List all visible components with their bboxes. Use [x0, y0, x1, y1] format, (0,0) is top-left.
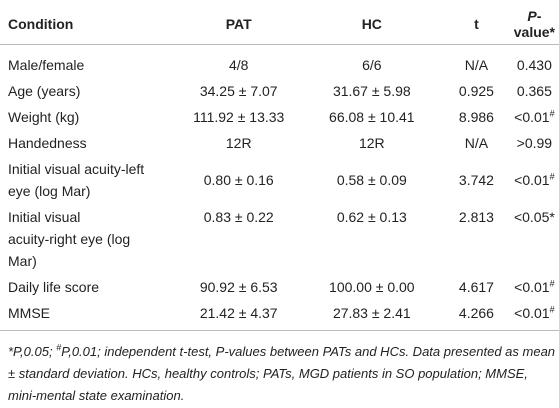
- superscript: #: [549, 108, 555, 119]
- label-line: Male/female: [8, 57, 85, 73]
- row-label: Handedness: [0, 130, 177, 156]
- p-value: 0.430: [516, 57, 552, 73]
- label-line: Handedness: [8, 135, 87, 151]
- p-value-cell: <0.01#: [510, 156, 559, 204]
- p-value: <0.01: [514, 172, 550, 188]
- table-row: Male/female 4/8 6/6 N/A 0.430: [0, 45, 559, 79]
- p-value: <0.01: [514, 109, 550, 125]
- table-cell: 31.67 ± 5.98: [332, 83, 411, 99]
- table-cell: 6/6: [362, 57, 382, 73]
- label-line: Age (years): [8, 83, 81, 99]
- table-row: MMSE 21.42 ± 4.37 27.83 ± 2.41 4.266 <0.01#: [0, 300, 559, 331]
- table-cell: 3.742: [458, 172, 494, 188]
- header-cell: P-value*: [509, 8, 559, 45]
- header-cell: Condition: [0, 8, 177, 45]
- table-cell: 2.813: [458, 209, 494, 225]
- footnote-text: *P,0.05;: [8, 344, 57, 359]
- label-line: MMSE: [8, 305, 50, 321]
- table-header: Condition PAT HC t P-value*: [0, 8, 559, 45]
- table-row: Weight (kg) 111.92 ± 13.33 66.08 ± 10.41 8.…: [0, 104, 559, 130]
- table-cell: 0.83 ± 0.22: [203, 209, 274, 225]
- table-row: Initial visual acuity-right eye (log Mar) 0…: [0, 204, 559, 274]
- table-cell: N/A: [464, 57, 489, 73]
- p-value-cell: 0.365: [510, 78, 559, 104]
- table-cell: 0.80 ± 0.16: [203, 172, 274, 188]
- table-cell: 66.08 ± 10.41: [329, 109, 415, 125]
- footnote-superscript: #: [56, 342, 62, 353]
- header-cell: t: [443, 8, 510, 45]
- table-cell: 100.00 ± 0.00: [329, 279, 415, 295]
- p-value-cell: >0.99: [510, 130, 559, 156]
- label-line: Daily life score: [8, 279, 100, 295]
- header-italic: P: [527, 8, 537, 24]
- footnote: *P,0.05; #P,0.01; independent t-test, P-…: [8, 341, 556, 407]
- p-value-cell: 0.430: [510, 45, 559, 79]
- footnote-text: P,0.01; independent t-test, P-values bet…: [8, 344, 556, 403]
- label-line: acuity-right eye (log: [8, 231, 131, 247]
- row-label: Initial visual acuity-right eye (log Mar): [0, 204, 177, 274]
- table-body: Male/female 4/8 6/6 N/A 0.430 Age (years) 34.2…: [0, 45, 559, 331]
- p-value: <0.01: [514, 305, 550, 321]
- table-cell: 0.925: [458, 83, 494, 99]
- label-line: Initial visual: [8, 209, 81, 225]
- superscript: #: [549, 304, 555, 315]
- superscript: #: [549, 171, 555, 182]
- table-cell: 12R: [358, 135, 385, 151]
- table-row: Handedness 12R 12R N/A >0.99: [0, 130, 559, 156]
- data-table: Condition PAT HC t P-value* Male/female 4/8 6/…: [0, 8, 559, 331]
- p-value: >0.99: [516, 135, 553, 151]
- header-cell: PAT: [176, 8, 301, 45]
- p-value: <0.05*: [513, 209, 555, 225]
- header-cell: HC: [300, 8, 444, 45]
- table-cell: 12R: [225, 135, 252, 151]
- table-cell: 4.266: [443, 300, 510, 331]
- table-cell: 21.42 ± 4.37: [176, 300, 301, 331]
- label-line: Mar): [8, 253, 37, 269]
- table-cell: 27.83 ± 2.41: [300, 300, 444, 331]
- table-cell: 4.617: [458, 279, 494, 295]
- table-cell: 90.92 ± 6.53: [199, 279, 278, 295]
- table-cell: 8.986: [458, 109, 494, 125]
- table-cell: 34.25 ± 7.07: [199, 83, 278, 99]
- p-value-cell: <0.05*: [510, 204, 559, 274]
- row-label: Weight (kg): [0, 104, 177, 130]
- table-row: Daily life score 90.92 ± 6.53 100.00 ± 0.0…: [0, 274, 559, 300]
- table-cell: 111.92 ± 13.33: [193, 109, 285, 125]
- label-line: eye (log Mar): [8, 183, 91, 199]
- table-cell: 0.58 ± 0.09: [336, 172, 407, 188]
- row-label: Daily life score: [0, 274, 177, 300]
- row-label: Age (years): [0, 78, 177, 104]
- p-value-cell: <0.01#: [510, 104, 559, 130]
- p-value: 0.365: [516, 83, 552, 99]
- p-value-cell: <0.01#: [510, 274, 559, 300]
- superscript: #: [549, 278, 555, 289]
- row-label: Male/female: [0, 45, 177, 79]
- row-label: MMSE: [0, 300, 177, 331]
- table-cell: 4/8: [228, 57, 249, 73]
- p-value: <0.01: [514, 279, 550, 295]
- table-cell: 0.62 ± 0.13: [336, 209, 407, 225]
- label-line: Initial visual acuity-left: [8, 161, 145, 177]
- header-text: -value*: [513, 8, 555, 40]
- table-row: Age (years) 34.25 ± 7.07 31.67 ± 5.98 0.925…: [0, 78, 559, 104]
- p-value-cell: <0.01#: [509, 300, 559, 331]
- label-line: Weight (kg): [8, 109, 80, 125]
- table-cell: N/A: [464, 135, 489, 151]
- table-row: Initial visual acuity-left eye (log Mar) 0…: [0, 156, 559, 204]
- header-row: Condition PAT HC t P-value*: [0, 8, 559, 45]
- row-label: Initial visual acuity-left eye (log Mar): [0, 156, 177, 204]
